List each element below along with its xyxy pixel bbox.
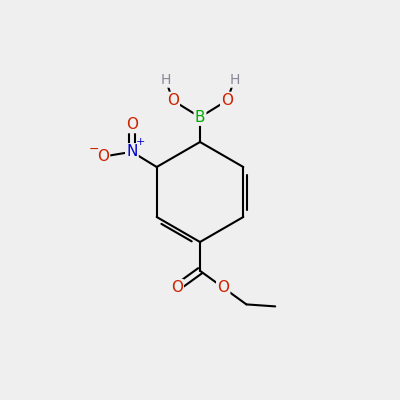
Text: O: O [97,149,109,164]
Text: O: O [217,280,229,295]
Text: B: B [195,110,205,125]
Text: O: O [221,93,233,108]
Text: −: − [89,143,100,156]
Text: O: O [126,117,138,132]
Text: O: O [167,93,179,108]
Text: H: H [229,73,240,87]
Text: O: O [171,280,183,295]
Text: +: + [136,137,145,147]
Text: H: H [160,73,171,87]
Text: N: N [126,144,138,159]
